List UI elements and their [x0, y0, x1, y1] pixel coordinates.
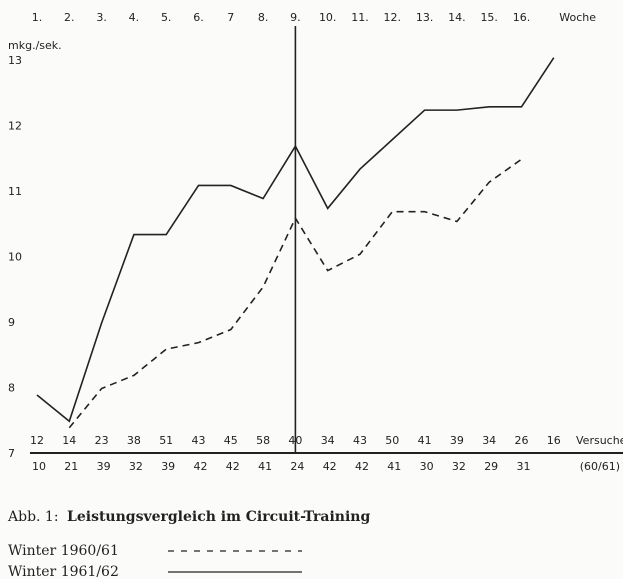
trial-count: 14: [62, 434, 76, 447]
trial-count-60-61: 39: [161, 460, 175, 473]
x-tick-label: 5.: [161, 11, 172, 24]
trial-count-60-61: 10: [32, 460, 46, 473]
trial-count: 43: [192, 434, 206, 447]
series-line: [68, 158, 522, 429]
trial-count-60-61: 32: [129, 460, 143, 473]
trial-count-60-61: 32: [452, 460, 466, 473]
trials-label-60-61: (60/61): [580, 460, 620, 473]
trial-count: 39: [450, 434, 464, 447]
x-tick-label: 2.: [64, 11, 75, 24]
trial-count: 16: [547, 434, 561, 447]
trial-count-60-61: 29: [484, 460, 498, 473]
x-tick-label: 10.: [319, 11, 337, 24]
trial-count-60-61: 41: [258, 460, 272, 473]
trials-label: Versuche: [576, 434, 623, 447]
legend: Winter 1960/61 Winter 1961/62: [8, 543, 302, 579]
trial-count: 34: [321, 434, 335, 447]
x-tick-label: 13.: [416, 11, 434, 24]
trial-count-60-61: 42: [323, 460, 337, 473]
x-tick-label: 6.: [193, 11, 204, 24]
x-tick-label: 7: [227, 11, 234, 24]
legend-label: Winter 1960/61: [8, 543, 119, 559]
x-tick-label: 4.: [129, 11, 140, 24]
trial-count-60-61: 24: [290, 460, 304, 473]
x-tick-label: 16.: [513, 11, 531, 24]
trial-count-60-61: 42: [194, 460, 208, 473]
trial-count: 51: [159, 434, 173, 447]
y-tick-label: 8: [8, 382, 15, 395]
x-tick-label: 15.: [480, 11, 498, 24]
y-tick-label: 12: [8, 120, 22, 133]
trial-count-60-61: 42: [355, 460, 369, 473]
series-line: [36, 57, 555, 423]
x-tick-label: 8.: [258, 11, 269, 24]
trial-count-60-61: 39: [97, 460, 111, 473]
trial-count-60-61: 30: [420, 460, 434, 473]
trial-count-60-61: 41: [387, 460, 401, 473]
trial-count: 38: [127, 434, 141, 447]
trial-count: 45: [224, 434, 238, 447]
trial-count-60-61: 31: [517, 460, 531, 473]
y-tick-label: 9: [8, 316, 15, 329]
trial-count: 43: [353, 434, 367, 447]
caption: Leistungsvergleich im Circuit-Training: [67, 509, 370, 525]
x-axis-label: Woche: [559, 11, 596, 24]
legend-label: Winter 1961/62: [8, 564, 119, 579]
y-tick-label: 11: [8, 185, 22, 198]
trial-count: 23: [95, 434, 109, 447]
trial-count-60-61: 42: [226, 460, 240, 473]
x-tick-label: 9.: [290, 11, 301, 24]
y-tick-label: 10: [8, 251, 22, 264]
trial-count: 34: [482, 434, 496, 447]
trial-count: 12: [30, 434, 44, 447]
x-tick-label: 11.: [351, 11, 369, 24]
y-tick-label: 13: [8, 54, 22, 67]
y-axis-label: mkg./sek.: [8, 39, 62, 52]
trial-count: 26: [515, 434, 529, 447]
trial-count: 50: [385, 434, 399, 447]
trial-count: 58: [256, 434, 270, 447]
x-tick-label: 12.: [384, 11, 402, 24]
trial-count: 41: [418, 434, 432, 447]
x-tick-label: 14.: [448, 11, 466, 24]
y-tick-label: 7: [8, 447, 15, 460]
caption-prefix: Abb. 1:: [7, 509, 59, 525]
x-tick-label: 1.: [32, 11, 43, 24]
trial-count-60-61: 21: [64, 460, 78, 473]
x-tick-label: 3.: [96, 11, 107, 24]
